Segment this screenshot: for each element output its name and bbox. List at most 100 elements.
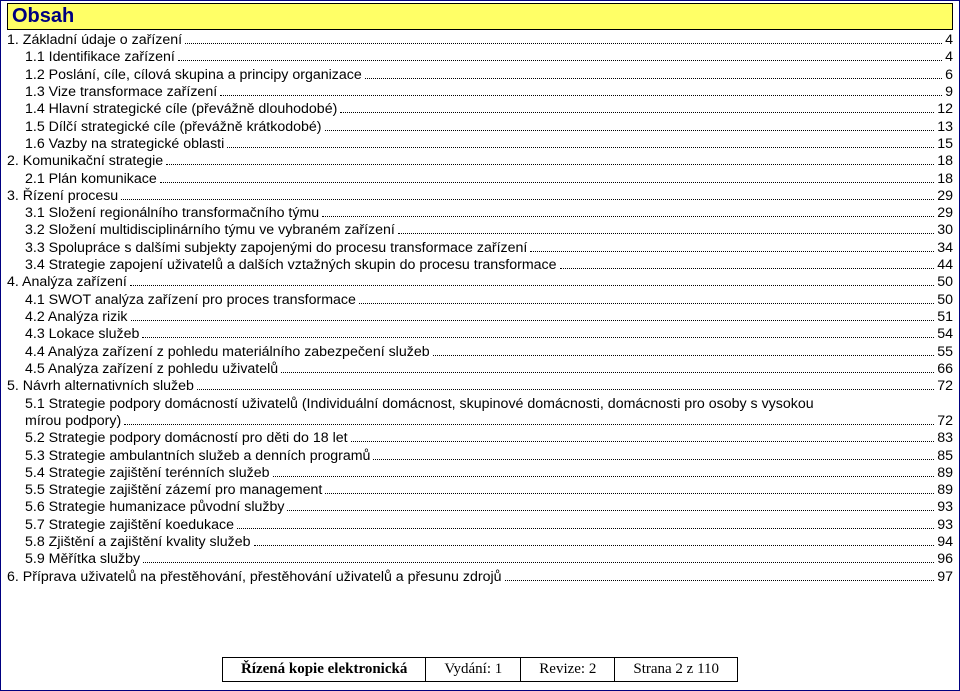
toc-leader-dots [185,43,942,44]
toc-entry: 3. Řízení procesu29 [7,188,953,205]
toc-label: 4.1 SWOT analýza zařízení pro proces tra… [25,292,356,309]
title-bar: Obsah [7,3,953,30]
toc-page-number: 51 [937,309,953,326]
toc-label: 5.2 Strategie podpory domácností pro dět… [25,430,348,447]
toc-page-number: 18 [937,171,953,188]
footer-cell-edition: Vydání: 1 [426,658,521,682]
toc-page-number: 13 [937,119,953,136]
toc-leader-dots [560,268,935,269]
toc-label: 5.8 Zjištění a zajištění kvality služeb [25,534,251,551]
toc-leader-dots [166,164,934,165]
toc-entry: 2. Komunikační strategie 18 [7,153,953,170]
toc-label: 5.7 Strategie zajištění koedukace [25,517,234,534]
toc-page-number: 4 [945,32,953,49]
toc-page-number: 72 [937,378,953,395]
toc-entry: 5.8 Zjištění a zajištění kvality služeb 9… [7,534,953,551]
toc-page-number: 29 [937,188,953,205]
toc-leader-dots [287,510,934,511]
toc-entry: 5.3 Strategie ambulantních služeb a denn… [7,448,953,465]
toc-entry: 1.1 Identifikace zařízení4 [7,49,953,66]
toc-leader-dots [254,545,935,546]
toc-leader-dots [433,355,935,356]
footer-table: Řízená kopie elektronická Vydání: 1 Revi… [222,657,738,682]
toc-entry: 4. Analýza zařízení 50 [7,274,953,291]
toc-leader-dots [530,251,934,252]
toc-leader-dots [142,337,934,338]
toc-leader-dots [227,147,934,148]
toc-leader-dots [505,580,935,581]
toc-label: 5.4 Strategie zajištění terénních služeb [25,465,270,482]
toc-page-number: 89 [937,482,953,499]
toc-label: 4. Analýza zařízení [7,274,127,291]
toc-leader-dots [322,216,934,217]
toc-entry: 4.4 Analýza zařízení z pohledu materiáln… [7,344,953,361]
toc-page-number: 50 [937,274,953,291]
toc-leader-dots [220,95,942,96]
toc-label: 1.3 Vize transformace zařízení [25,84,217,101]
toc-leader-dots [131,320,935,321]
toc-page-number: 55 [937,344,953,361]
toc-entry: 3.3 Spolupráce s dalšími subjekty zapoje… [7,240,953,257]
toc-label: 5.5 Strategie zajištění zázemí pro manag… [25,482,322,499]
footer-cell-page: Strana 2 z 110 [615,658,738,682]
toc-page-number: 30 [937,222,953,239]
toc-entry: 6. Příprava uživatelů na přestěhování, p… [7,569,953,586]
toc-entry: 2.1 Plán komunikace18 [7,171,953,188]
toc-entry: 4.1 SWOT analýza zařízení pro proces tra… [7,292,953,309]
toc-leader-dots [365,78,942,79]
toc-page-number: 29 [937,205,953,222]
toc-label: 5.1 Strategie podpory domácností uživate… [25,396,814,413]
footer-cell-revision: Revize: 2 [521,658,615,682]
toc-page-number: 93 [937,499,953,516]
toc-page-number: 18 [937,153,953,170]
toc-leader-dots [398,233,934,234]
toc-label: 3.1 Složení regionálního transformačního… [25,205,319,222]
toc-label: 1.4 Hlavní strategické cíle (převážně dl… [25,101,337,118]
toc-leader-dots [351,441,935,442]
toc-entry: 1.5 Dílčí strategické cíle (převážně krá… [7,119,953,136]
toc-entry: 5.4 Strategie zajištění terénních služeb… [7,465,953,482]
toc-entry: 4.2 Analýza rizik51 [7,309,953,326]
toc-label: 1.1 Identifikace zařízení [25,49,175,66]
toc-leader-dots [340,112,934,113]
toc-label: 1.6 Vazby na strategické oblasti [25,136,224,153]
toc-page-number: 94 [937,534,953,551]
toc-entry: 1.2 Poslání, cíle, cílová skupina a prin… [7,67,953,84]
toc-leader-dots [143,562,934,563]
toc-entry: 1.4 Hlavní strategické cíle (převážně dl… [7,101,953,118]
toc-label: 2. Komunikační strategie [7,153,163,170]
toc-leader-dots [373,459,934,460]
toc-entry: 4.3 Lokace služeb54 [7,326,953,343]
toc-entry: 4.5 Analýza zařízení z pohledu uživatelů… [7,361,953,378]
toc-page-number: 83 [937,430,953,447]
toc-page-number: 66 [937,361,953,378]
toc-label: 5.6 Strategie humanizace původní služby [25,499,284,516]
toc-page-number: 50 [937,292,953,309]
toc-page-number: 72 [937,413,953,430]
toc-entry: 1.6 Vazby na strategické oblasti15 [7,136,953,153]
toc-label: 3.2 Složení multidisciplinárního týmu ve… [25,222,395,239]
toc-leader-dots [325,493,934,494]
page: Obsah 1. Základní údaje o zařízení41.1 I… [0,0,960,691]
toc-leader-dots [359,303,934,304]
toc-label: 5. Návrh alternativních služeb [7,378,194,395]
toc-leader-dots [130,285,934,286]
toc-label: mírou podpory) [25,413,121,430]
toc-leader-dots [197,389,934,390]
toc-page-number: 54 [937,326,953,343]
toc-leader-dots [178,60,942,61]
toc-label: 3.3 Spolupráce s dalšími subjekty zapoje… [25,240,527,257]
toc-entry: 5.6 Strategie humanizace původní služby 9… [7,499,953,516]
toc-page-number: 85 [937,448,953,465]
toc-page-number: 96 [937,551,953,568]
toc-entry: 5.2 Strategie podpory domácností pro dět… [7,430,953,447]
toc-leader-dots [325,130,935,131]
toc-page-number: 44 [937,257,953,274]
toc-entry: 5. Návrh alternativních služeb 72 [7,378,953,395]
toc-leader-dots [237,528,934,529]
toc-label: 5.9 Měřítka služby [25,551,140,568]
toc-entry: 1. Základní údaje o zařízení4 [7,32,953,49]
toc-entry: 3.1 Složení regionálního transformačního… [7,205,953,222]
footer-cell-copy: Řízená kopie elektronická [222,658,425,682]
toc-entry: 1.3 Vize transformace zařízení9 [7,84,953,101]
